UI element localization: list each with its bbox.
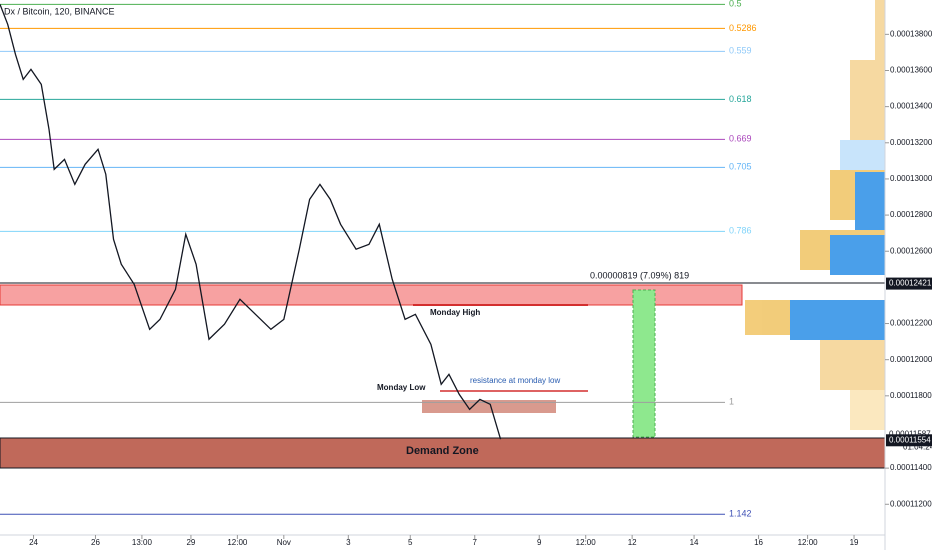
small-zone (422, 400, 556, 413)
fib-label: 0.705 (729, 162, 752, 172)
x-tick-label: 13:00 (132, 538, 153, 547)
x-tick-label: 29 (186, 538, 195, 547)
fib-label: 0.669 (729, 134, 752, 144)
x-tick-label: 3 (346, 538, 351, 547)
y-tick-label: 0.00012000 (890, 355, 932, 364)
x-tick-label: 19 (850, 538, 859, 547)
monday-high-label: Monday High (430, 308, 480, 317)
price-marker (886, 434, 932, 447)
price-marker-label: 0.00012421 (889, 279, 932, 288)
resistance-zone (0, 284, 743, 306)
demand-zone (0, 437, 886, 469)
x-tick-label: 12 (628, 538, 637, 547)
fib-label: 1.142 (729, 509, 752, 519)
measure-label: 0.00000819 (7.09%) 819 (590, 270, 689, 280)
volume-profile (745, 0, 885, 430)
fib-label: 0.618 (729, 94, 752, 104)
measure-box (632, 289, 656, 438)
x-tick-label: 14 (690, 538, 699, 547)
x-tick-label: 24 (29, 538, 38, 547)
monday-low-label: Monday Low (377, 383, 426, 392)
fib-label: 0.786 (729, 226, 752, 236)
fib-label: 0.5 (729, 0, 742, 9)
y-tick-label: 0.00013000 (890, 174, 932, 183)
fib-label: 0.559 (729, 46, 752, 56)
x-tick-label: 12:00 (227, 538, 248, 547)
x-tick-label: 12:00 (798, 538, 819, 547)
countdown: 01:04:24 (903, 442, 932, 451)
x-tick-label: 12:00 (576, 538, 597, 547)
x-tick-label: 5 (408, 538, 413, 547)
chart-title: Dx / Bitcoin, 120, BINANCE (4, 6, 115, 16)
fib-label: 0.5286 (729, 23, 757, 33)
y-tick-label: 0.00012800 (890, 210, 932, 219)
price-marker-label: 0.00011554 (889, 435, 931, 444)
y-tick-label: 0.00013200 (890, 138, 932, 147)
y-tick-label: 0.00011800 (890, 391, 932, 400)
price-marker (886, 277, 932, 290)
y-tick-label: 0.00012200 (890, 319, 932, 328)
y-tick-label: 0.00013400 (890, 102, 932, 111)
x-tick-label: Nov (277, 538, 291, 547)
x-tick-label: 7 (473, 538, 478, 547)
y-tick-label: 0.00013800 (890, 29, 932, 38)
resistance-label: resistance at monday low (470, 376, 560, 385)
x-tick-label: 9 (537, 538, 542, 547)
x-tick-label: 26 (91, 538, 100, 547)
demand-zone-label: Demand Zone (406, 445, 479, 457)
y-tick-label: 0.00012600 (890, 246, 932, 255)
x-tick-label: 16 (754, 538, 763, 547)
y-tick-label: 0.00013600 (890, 66, 932, 75)
fib-label: 1 (729, 397, 734, 407)
price-marker-label: 0.00011587 (889, 429, 931, 438)
y-tick-label: 0.00011200 (890, 499, 932, 508)
price-line (0, 4, 502, 440)
y-tick-label: 0.00011400 (890, 463, 932, 472)
